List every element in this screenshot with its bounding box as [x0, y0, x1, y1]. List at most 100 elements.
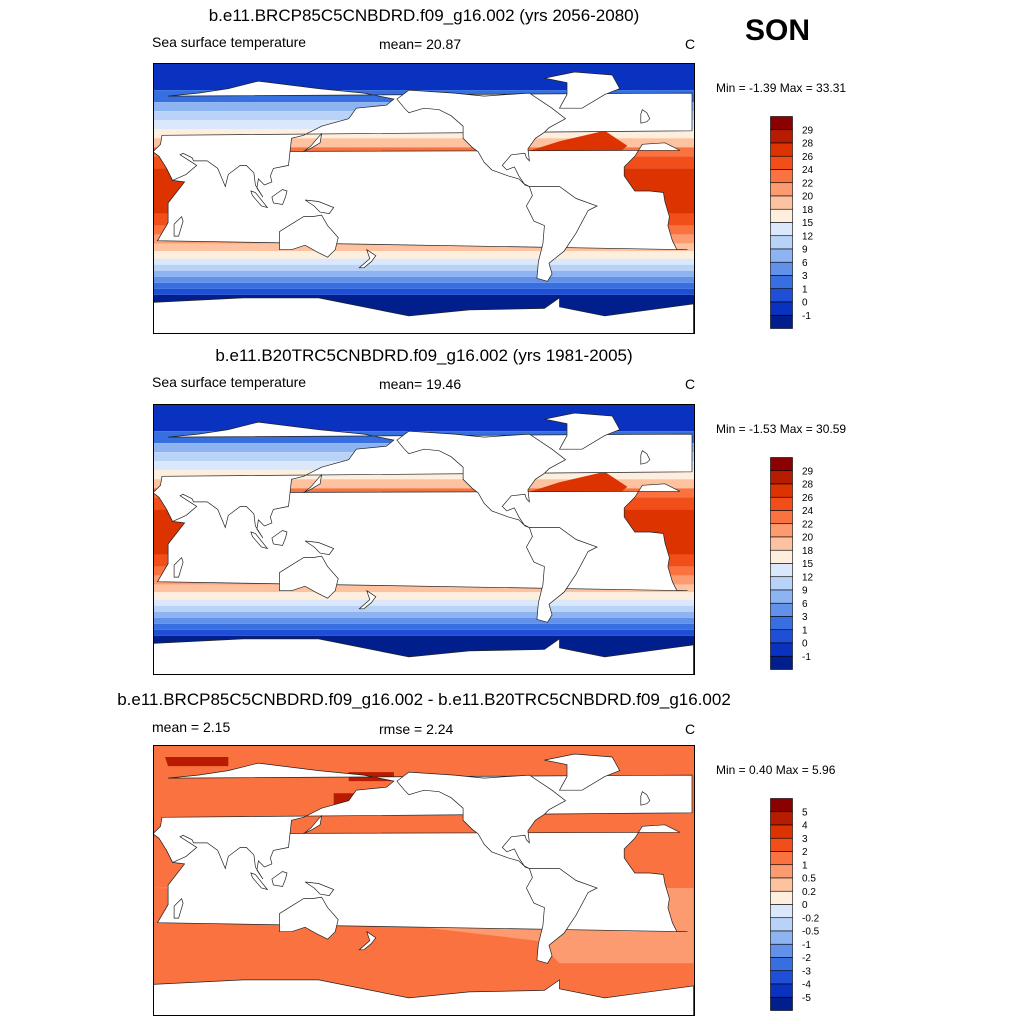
colorbar-label: -0.2: [802, 913, 820, 924]
land-newguinea: [304, 881, 335, 896]
colorbar-swatch: [770, 983, 793, 998]
colorbar-label: 3: [802, 612, 808, 623]
colorbar-label: 0: [802, 639, 808, 650]
colorbar-swatch: [770, 851, 793, 866]
ocean-band: [153, 270, 695, 277]
land-s_america: [526, 186, 598, 282]
land-n_america: [396, 771, 567, 869]
land-eurasia: [153, 421, 693, 539]
colorbar-label: -1: [802, 652, 811, 663]
colorbar-swatch: [770, 642, 793, 657]
land-s_america: [526, 527, 598, 623]
colorbar-swatch: [770, 890, 793, 905]
panel-minmax: Min = -1.53 Max = 30.59: [716, 422, 847, 436]
colorbar-swatch: [770, 904, 793, 919]
ocean-band: [153, 129, 695, 139]
colorbar-swatch: [770, 655, 793, 670]
ocean-band: [153, 617, 695, 624]
colorbar-label: 22: [802, 519, 814, 530]
colorbar-label: 22: [802, 178, 814, 189]
colorbar-swatch: [770, 288, 793, 303]
land-borneo: [271, 871, 288, 887]
land-greenland: [544, 412, 621, 450]
panel-units: C: [685, 721, 696, 737]
colorbar-swatch: [770, 222, 793, 237]
colorbar-label: -1: [802, 940, 811, 951]
land-uk: [640, 791, 651, 806]
land-japan: [303, 132, 323, 153]
colorbar-label: -2: [802, 953, 811, 964]
colorbar-label: 20: [802, 533, 814, 544]
land-n_america: [396, 430, 567, 528]
colorbar-swatch: [770, 864, 793, 879]
land-sumatra: [250, 872, 269, 891]
panel-mid-label: mean= 19.46: [379, 376, 462, 392]
ocean-band: [153, 282, 695, 289]
colorbar-swatch: [770, 261, 793, 276]
colorbar-label: -1: [802, 311, 811, 322]
colorbar-label: -5: [802, 993, 811, 1004]
colorbar-swatch: [770, 470, 793, 485]
colorbar-label: 0.5: [802, 874, 816, 885]
colorbar-swatch: [770, 943, 793, 958]
colorbar-label: 4: [802, 821, 808, 832]
colorbar-label: 24: [802, 506, 814, 517]
land-s_america: [526, 868, 598, 964]
colorbar-label: 18: [802, 546, 814, 557]
colorbar-label: 1: [802, 625, 808, 636]
ocean-band: [153, 264, 695, 271]
land-madagascar: [173, 897, 184, 919]
panel-title: b.e11.B20TRC5CNBDRD.f09_g16.002 (yrs 198…: [215, 346, 633, 365]
panel-mid-label: mean= 20.87: [379, 36, 462, 52]
colorbar-swatch: [770, 155, 793, 170]
land-mask: [153, 412, 694, 675]
panel-mid-label: rmse = 2.24: [379, 721, 454, 737]
colorbar-swatch: [770, 970, 793, 985]
colorbar-swatch: [770, 301, 793, 316]
colorbar-label: -0.5: [802, 927, 820, 938]
colorbar-swatch: [770, 930, 793, 945]
colorbar-label: 12: [802, 572, 814, 583]
colorbar-2: 5 4 3 2 1 0.5 0.2 0 -0.2 -0.5 -1 -2 -3 -4 -5: [770, 798, 820, 1011]
colorbar-swatch: [770, 523, 793, 538]
colorbar-label: 1: [802, 284, 808, 295]
colorbar-0: 29 28 26 24 22 20 18 15 12 9 6 3 1 0 -1: [770, 116, 814, 329]
land-madagascar: [173, 556, 184, 578]
land-greenland: [544, 71, 621, 109]
colorbar-label: 6: [802, 258, 808, 269]
colorbar-swatch: [770, 314, 793, 329]
land-uk: [640, 450, 651, 465]
colorbar-label: 9: [802, 586, 808, 597]
diff-hotspot: [165, 757, 229, 767]
colorbar-swatch: [770, 917, 793, 932]
colorbar-swatch: [770, 811, 793, 826]
land-nz: [358, 589, 377, 610]
panel-minmax: Min = 0.40 Max = 5.96: [716, 763, 836, 777]
colorbar-swatch: [770, 877, 793, 892]
colorbar-label: 15: [802, 218, 814, 229]
map-frame: [153, 745, 695, 1016]
colorbar-swatch: [770, 549, 793, 564]
colorbar-swatch: [770, 208, 793, 223]
land-nz: [358, 930, 377, 951]
land-mask: [153, 753, 694, 1016]
ocean-band: [153, 258, 695, 265]
colorbar-label: 12: [802, 231, 814, 242]
colorbar-swatch: [770, 602, 793, 617]
land-madagascar: [173, 215, 184, 237]
colorbar-label: 24: [802, 165, 814, 176]
land-nz: [358, 248, 377, 269]
colorbar-label: 1: [802, 860, 808, 871]
land-newguinea: [304, 199, 335, 214]
colorbar-swatch: [770, 589, 793, 604]
colorbar-swatch: [770, 510, 793, 525]
map-plot-2: [153, 745, 695, 1016]
map-plot-0: [153, 63, 695, 334]
colorbar-label: 0: [802, 900, 808, 911]
colorbar-label: 0: [802, 298, 808, 309]
colorbar-label: 28: [802, 139, 814, 150]
ocean-band: [153, 243, 695, 252]
colorbar-swatch: [770, 616, 793, 631]
colorbar-swatch: [770, 629, 793, 644]
land-eurasia: [153, 762, 693, 880]
